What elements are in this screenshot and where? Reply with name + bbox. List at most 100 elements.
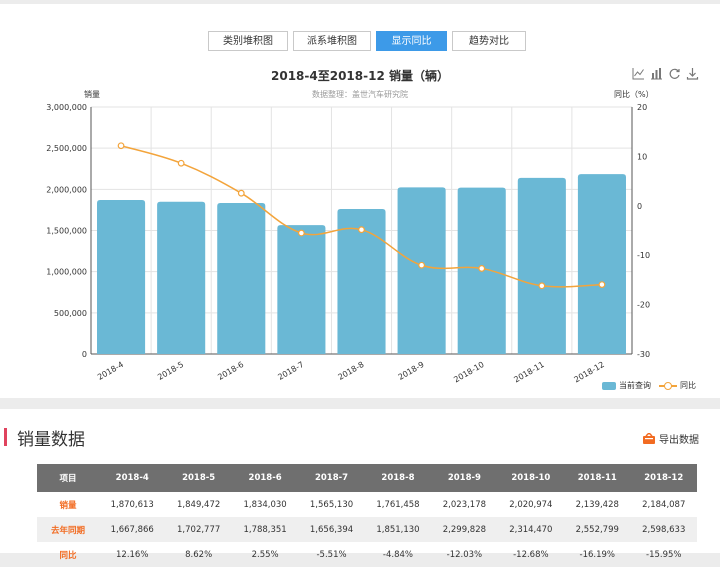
table-cell: -15.95% <box>646 549 682 560</box>
yoy-point-2018-5 <box>177 159 185 167</box>
data-panel: 销量数据 导出数据 项目 2018-4 2018-5 2018-6 2018-7… <box>0 409 720 561</box>
sales-chart: 0 500,000 1,000,000 1,500,000 2,000,000 2,500… <box>46 103 650 385</box>
legend-bar-swatch <box>602 381 616 390</box>
bar-2018-11 <box>517 177 566 354</box>
yoy-point-2018-12 <box>598 281 606 288</box>
table-header-cell: 2018-7 <box>298 464 365 492</box>
chart-view-tabs: 类别堆积图 派系堆积图 显示同比 趋势对比 <box>208 31 531 51</box>
table-cell: 2,314,470 <box>497 517 565 542</box>
table-header-cell: 2018-12 <box>630 464 697 492</box>
table-header-cell: 2018-9 <box>431 464 498 492</box>
tab-show-yoy[interactable]: 显示同比 <box>376 31 447 51</box>
table-cell: 2,023,178 <box>442 499 487 510</box>
table-header-cell: 2018-4 <box>99 464 166 492</box>
x-tick-label: 2018-9 <box>397 360 426 382</box>
row-label-sales: 销量 <box>59 500 77 511</box>
chart-subtitle: 数据整理：盖世汽车研究院 <box>312 90 408 99</box>
y-tick-label: 1,000,000 <box>46 268 87 277</box>
table-row: 销量 1,870,613 1,849,472 1,834,030 1,565,1… <box>37 492 697 517</box>
x-tick-label: 2018-7 <box>276 360 305 382</box>
bar-2018-12 <box>577 174 626 354</box>
table-header-cell: 2018-10 <box>497 464 565 492</box>
export-data-button[interactable]: 导出数据 <box>643 431 699 446</box>
row-label-yoy: 同比 <box>59 550 77 561</box>
y-tick-label: 2,000,000 <box>46 185 87 194</box>
legend-label-yoy: 同比 <box>680 381 696 390</box>
table-cell: -12.68% <box>513 549 549 560</box>
chart-panel: 类别堆积图 派系堆积图 显示同比 趋势对比 2018-4至2018-12 销量（… <box>0 0 720 398</box>
table-header-cell: 项目 <box>37 464 99 492</box>
legend-item-current[interactable]: 当前查询 <box>602 380 651 391</box>
table-cell: 2,020,974 <box>509 499 553 510</box>
yoy-point-2018-6 <box>237 189 245 197</box>
y2-tick-label: 20 <box>637 103 647 112</box>
y2-tick-label: 10 <box>637 152 647 161</box>
bar-2018-9 <box>397 187 446 354</box>
table-cell: 1,788,351 <box>231 517 299 542</box>
x-tick-label: 2018-5 <box>156 360 185 382</box>
x-tick-label: 2018-10 <box>452 360 485 385</box>
bar-2018-5 <box>157 201 206 354</box>
x-tick-label: 2018-11 <box>512 360 545 385</box>
legend-line-swatch <box>659 381 677 390</box>
table-cell: -4.84% <box>382 549 413 560</box>
table-cell: 1,667,866 <box>99 517 166 542</box>
table-cell: 2,184,087 <box>642 499 686 510</box>
bar-2018-4 <box>97 199 146 354</box>
section-accent-bar <box>4 428 7 446</box>
yoy-point-2018-11 <box>538 282 546 290</box>
table-header-cell: 2018-6 <box>231 464 299 492</box>
export-data-label: 导出数据 <box>659 435 699 446</box>
table-cell: -16.19% <box>579 549 616 560</box>
yoy-point-2018-9 <box>418 261 426 269</box>
table-cell: 2,299,828 <box>431 517 498 542</box>
table-cell: 1,702,777 <box>165 517 232 542</box>
bar-2018-8 <box>337 208 386 354</box>
chart-toolbox <box>632 67 699 80</box>
bar-2018-7 <box>277 225 326 354</box>
table-row: 去年同期 1,667,866 1,702,777 1,788,351 1,656… <box>37 517 697 542</box>
y-axis-name: 销量 <box>84 90 100 99</box>
y-tick-label: 500,000 <box>54 309 87 318</box>
table-cell: 1,849,472 <box>177 499 221 510</box>
line-chart-icon[interactable] <box>632 67 645 80</box>
y2-tick-label: 0 <box>637 202 642 211</box>
yoy-point-2018-7 <box>297 229 305 237</box>
table-cell: 12.16% <box>116 549 149 560</box>
y-tick-label: 1,500,000 <box>46 227 87 236</box>
legend-item-yoy[interactable]: 同比 <box>659 380 696 391</box>
yoy-point-2018-8 <box>358 226 365 234</box>
table-cell: 1,834,030 <box>243 499 287 510</box>
x-tick-label: 2018-12 <box>572 360 605 385</box>
tab-trend-compare[interactable]: 趋势对比 <box>452 31 526 51</box>
chart-title: 2018-4至2018-12 销量（辆） <box>271 69 449 83</box>
refresh-icon[interactable] <box>668 67 681 80</box>
table-cell: 1,851,130 <box>364 517 432 542</box>
table-cell: 8.62% <box>185 549 213 560</box>
table-row: 同比 12.16% 8.62% 2.55% -5.51% -4.84% -12.… <box>37 542 697 567</box>
row-label-last-year: 去年同期 <box>37 517 99 542</box>
table-cell: 2,598,633 <box>630 517 697 542</box>
table-cell: 1,761,458 <box>376 499 420 510</box>
y2-tick-label: -30 <box>637 350 650 359</box>
tab-faction-stacked[interactable]: 派系堆积图 <box>293 31 371 51</box>
table-cell: -5.51% <box>316 549 347 560</box>
y-tick-label: 2,500,000 <box>46 144 87 153</box>
tab-category-stacked[interactable]: 类别堆积图 <box>208 31 288 51</box>
bar-2018-6 <box>217 202 266 354</box>
legend-label-current: 当前查询 <box>619 381 651 390</box>
table-cell: 2,552,799 <box>564 517 631 542</box>
bar-chart-icon[interactable] <box>650 67 663 80</box>
x-tick-label: 2018-8 <box>336 360 365 382</box>
y2-axis-name: 同比（%） <box>614 90 654 99</box>
table-cell: 1,565,130 <box>309 499 354 510</box>
export-icon <box>643 433 655 444</box>
x-tick-label: 2018-6 <box>216 360 245 382</box>
chart-legend: 当前查询 同比 <box>602 380 704 391</box>
download-icon[interactable] <box>686 67 699 80</box>
section-title: 销量数据 <box>17 430 85 450</box>
table-cell: 2.55% <box>251 549 279 560</box>
table-cell: -12.03% <box>446 549 483 560</box>
y-tick-label: 0 <box>82 350 87 359</box>
yoy-point-2018-4 <box>117 142 125 150</box>
